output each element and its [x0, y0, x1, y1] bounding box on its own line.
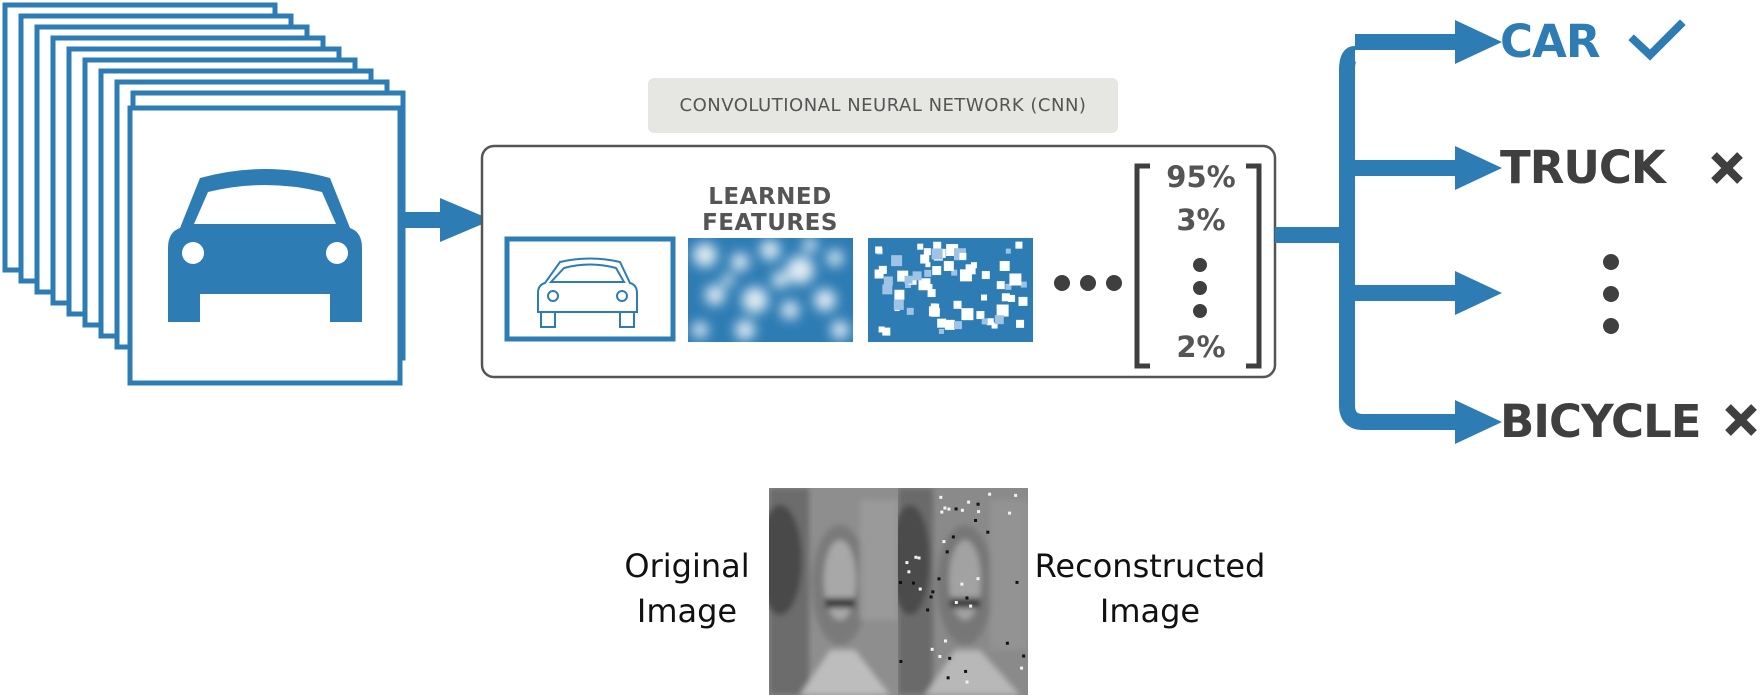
reconstructed-caption-line1: Reconstructed — [1034, 547, 1266, 585]
car-icon — [168, 169, 362, 322]
checkmark-icon — [1628, 19, 1686, 61]
probability-bottom: 2% — [1176, 330, 1226, 364]
probability-second: 3% — [1176, 203, 1226, 237]
feature-map-blur — [688, 238, 853, 342]
class-bicycle: BICYCLE — [1500, 395, 1701, 448]
probability-vector — [1134, 163, 1262, 369]
class-car: CAR — [1500, 15, 1601, 68]
car-outline-icon — [537, 257, 638, 328]
class-truck: TRUCK — [1500, 141, 1666, 194]
feature-map-pixels — [868, 238, 1033, 342]
input-arrow — [402, 198, 492, 242]
reconstructed-photo — [898, 488, 1028, 695]
original-caption-line1: Original — [624, 547, 750, 585]
original-caption-line2: Image — [636, 592, 738, 630]
reconstructed-caption-line2: Image — [1099, 592, 1201, 630]
ellipsis-dots — [1054, 275, 1122, 291]
original-image-caption: Original Image — [612, 544, 762, 634]
class-ellipsis-dots — [1603, 254, 1619, 334]
cross-icon — [1711, 152, 1743, 184]
cnn-label: CONVOLUTIONAL NEURAL NETWORK (CNN) — [648, 78, 1118, 133]
output-arrows — [1275, 20, 1502, 444]
reconstructed-image-caption: Reconstructed Image — [1030, 544, 1270, 634]
original-photo — [769, 488, 898, 695]
feature-map-car-outline — [504, 236, 676, 342]
learned-features-title: LEARNED FEATURES — [702, 184, 838, 236]
cross-icon — [1725, 404, 1757, 436]
probability-top: 95% — [1166, 160, 1236, 194]
